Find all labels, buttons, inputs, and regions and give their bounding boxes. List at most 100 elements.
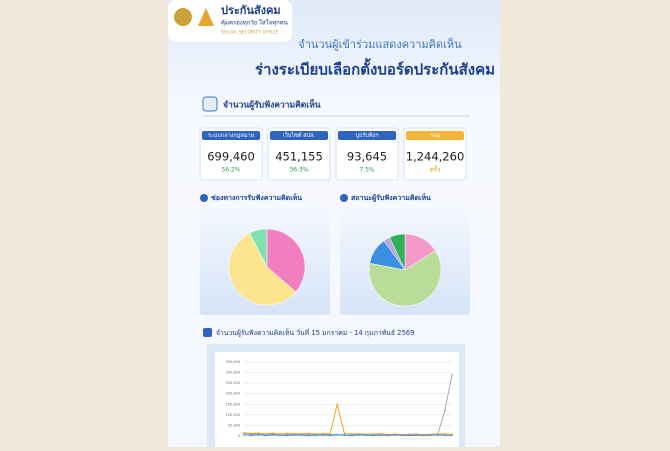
line-point xyxy=(307,432,310,435)
logo-seal xyxy=(174,8,192,26)
line-point xyxy=(422,434,425,437)
line-point xyxy=(336,403,339,406)
line-point xyxy=(329,434,331,437)
card-share: 7.5% xyxy=(359,167,375,174)
line-point xyxy=(300,434,303,436)
line-point xyxy=(329,433,331,435)
line-point xyxy=(243,432,245,434)
section-icon xyxy=(203,328,212,337)
org: SOCIAL SECURITY OFFICE xyxy=(221,30,279,36)
line-point xyxy=(243,434,245,436)
y-tick-label: 50,000 xyxy=(228,423,240,427)
pie-slice xyxy=(389,233,406,271)
line-point xyxy=(257,432,260,434)
pie-slice xyxy=(368,250,442,307)
line-point xyxy=(286,432,288,435)
line-point xyxy=(451,434,453,437)
line-point xyxy=(444,433,446,435)
line-point xyxy=(286,434,288,437)
y-tick-label: 150,000 xyxy=(226,402,240,406)
line-point xyxy=(264,434,267,437)
line-point xyxy=(372,433,374,435)
logo-mark xyxy=(198,8,214,26)
y-tick-label: 100,000 xyxy=(226,413,240,417)
brand: ประกันสังคม xyxy=(221,4,281,17)
section-heading: จำนวนผู้รับฟังความคิดเห็น xyxy=(223,98,321,111)
pie-slice xyxy=(228,232,297,306)
line-point xyxy=(451,373,453,376)
card-label: บูธรับฟังฯ xyxy=(356,132,379,139)
line-point xyxy=(379,434,382,436)
card-header xyxy=(270,131,328,140)
line-point xyxy=(322,434,324,436)
line-point xyxy=(429,434,432,436)
card-count: 451,155 xyxy=(275,150,323,164)
card-header xyxy=(338,131,396,140)
card-share: 56.2% xyxy=(221,167,240,174)
line-point xyxy=(365,434,367,436)
line-point xyxy=(343,434,346,436)
line-point xyxy=(386,434,389,437)
card-count: 93,645 xyxy=(347,150,387,164)
line-point xyxy=(415,434,417,436)
line-point xyxy=(293,432,296,435)
pie-title: ช่องทางการรับฟังความคิดเห็น xyxy=(211,193,302,202)
tagline: คุ้มครองทุกวัย ใส่ใจทุกคน xyxy=(221,19,288,27)
line-point xyxy=(250,434,252,436)
line-point xyxy=(307,434,310,437)
line-point xyxy=(300,433,303,435)
line-plot-bg xyxy=(215,352,459,447)
line-point xyxy=(379,432,382,435)
card xyxy=(199,127,263,181)
card-header xyxy=(202,131,260,140)
line-title: จำนวนผู้รับฟังความคิดเห็น วันที่ 15 มกรา… xyxy=(216,328,414,337)
line-point xyxy=(372,434,374,437)
y-tick-label: 0 xyxy=(238,434,240,438)
y-tick-label: 350,000 xyxy=(226,360,240,364)
title-line1: จำนวนผู้เข้าร่วมแสดงความคิดเห็น xyxy=(298,37,462,51)
line-point xyxy=(343,432,346,435)
line-point xyxy=(393,434,396,436)
line-point xyxy=(408,434,410,437)
icon xyxy=(202,96,218,112)
line-point xyxy=(436,434,439,436)
card-unit: ครั้ง xyxy=(430,164,440,174)
line-point xyxy=(271,434,274,436)
card-label: เว็บไซต์ สปส. xyxy=(283,131,315,139)
line-point xyxy=(350,434,353,437)
line-point xyxy=(444,409,446,412)
line-point xyxy=(350,433,353,435)
line-point xyxy=(279,434,281,436)
line-point xyxy=(264,433,267,435)
card xyxy=(403,127,467,181)
y-tick-label: 250,000 xyxy=(226,381,240,385)
line-point xyxy=(444,434,446,436)
y-tick-label: 200,000 xyxy=(226,392,240,396)
card-count: 699,460 xyxy=(207,150,255,164)
line-series xyxy=(243,434,453,436)
card-label: รวม xyxy=(430,133,440,139)
card-count: 1,244,260 xyxy=(406,150,465,164)
line-point xyxy=(400,434,403,436)
card-share: 36.3% xyxy=(289,167,308,174)
line-point xyxy=(314,434,317,436)
line-series xyxy=(243,404,453,435)
logo-box xyxy=(168,0,292,42)
card-label: ระบบกลางกฎหมาย xyxy=(208,133,254,139)
line-point xyxy=(322,432,324,435)
line-point xyxy=(257,433,260,436)
card-header xyxy=(406,131,464,140)
y-tick-label: 300,000 xyxy=(226,371,240,375)
line-point xyxy=(357,434,360,436)
title-line2: ร่างระเบียบเลือกตั้งบอร์ดประกันสังคม xyxy=(255,58,495,79)
line-point xyxy=(250,432,252,435)
card xyxy=(335,127,399,181)
section-icon xyxy=(200,194,208,202)
card xyxy=(267,127,331,181)
line-point xyxy=(293,434,296,436)
section-icon xyxy=(340,194,348,202)
line-point xyxy=(271,432,274,435)
line-point xyxy=(336,433,339,436)
